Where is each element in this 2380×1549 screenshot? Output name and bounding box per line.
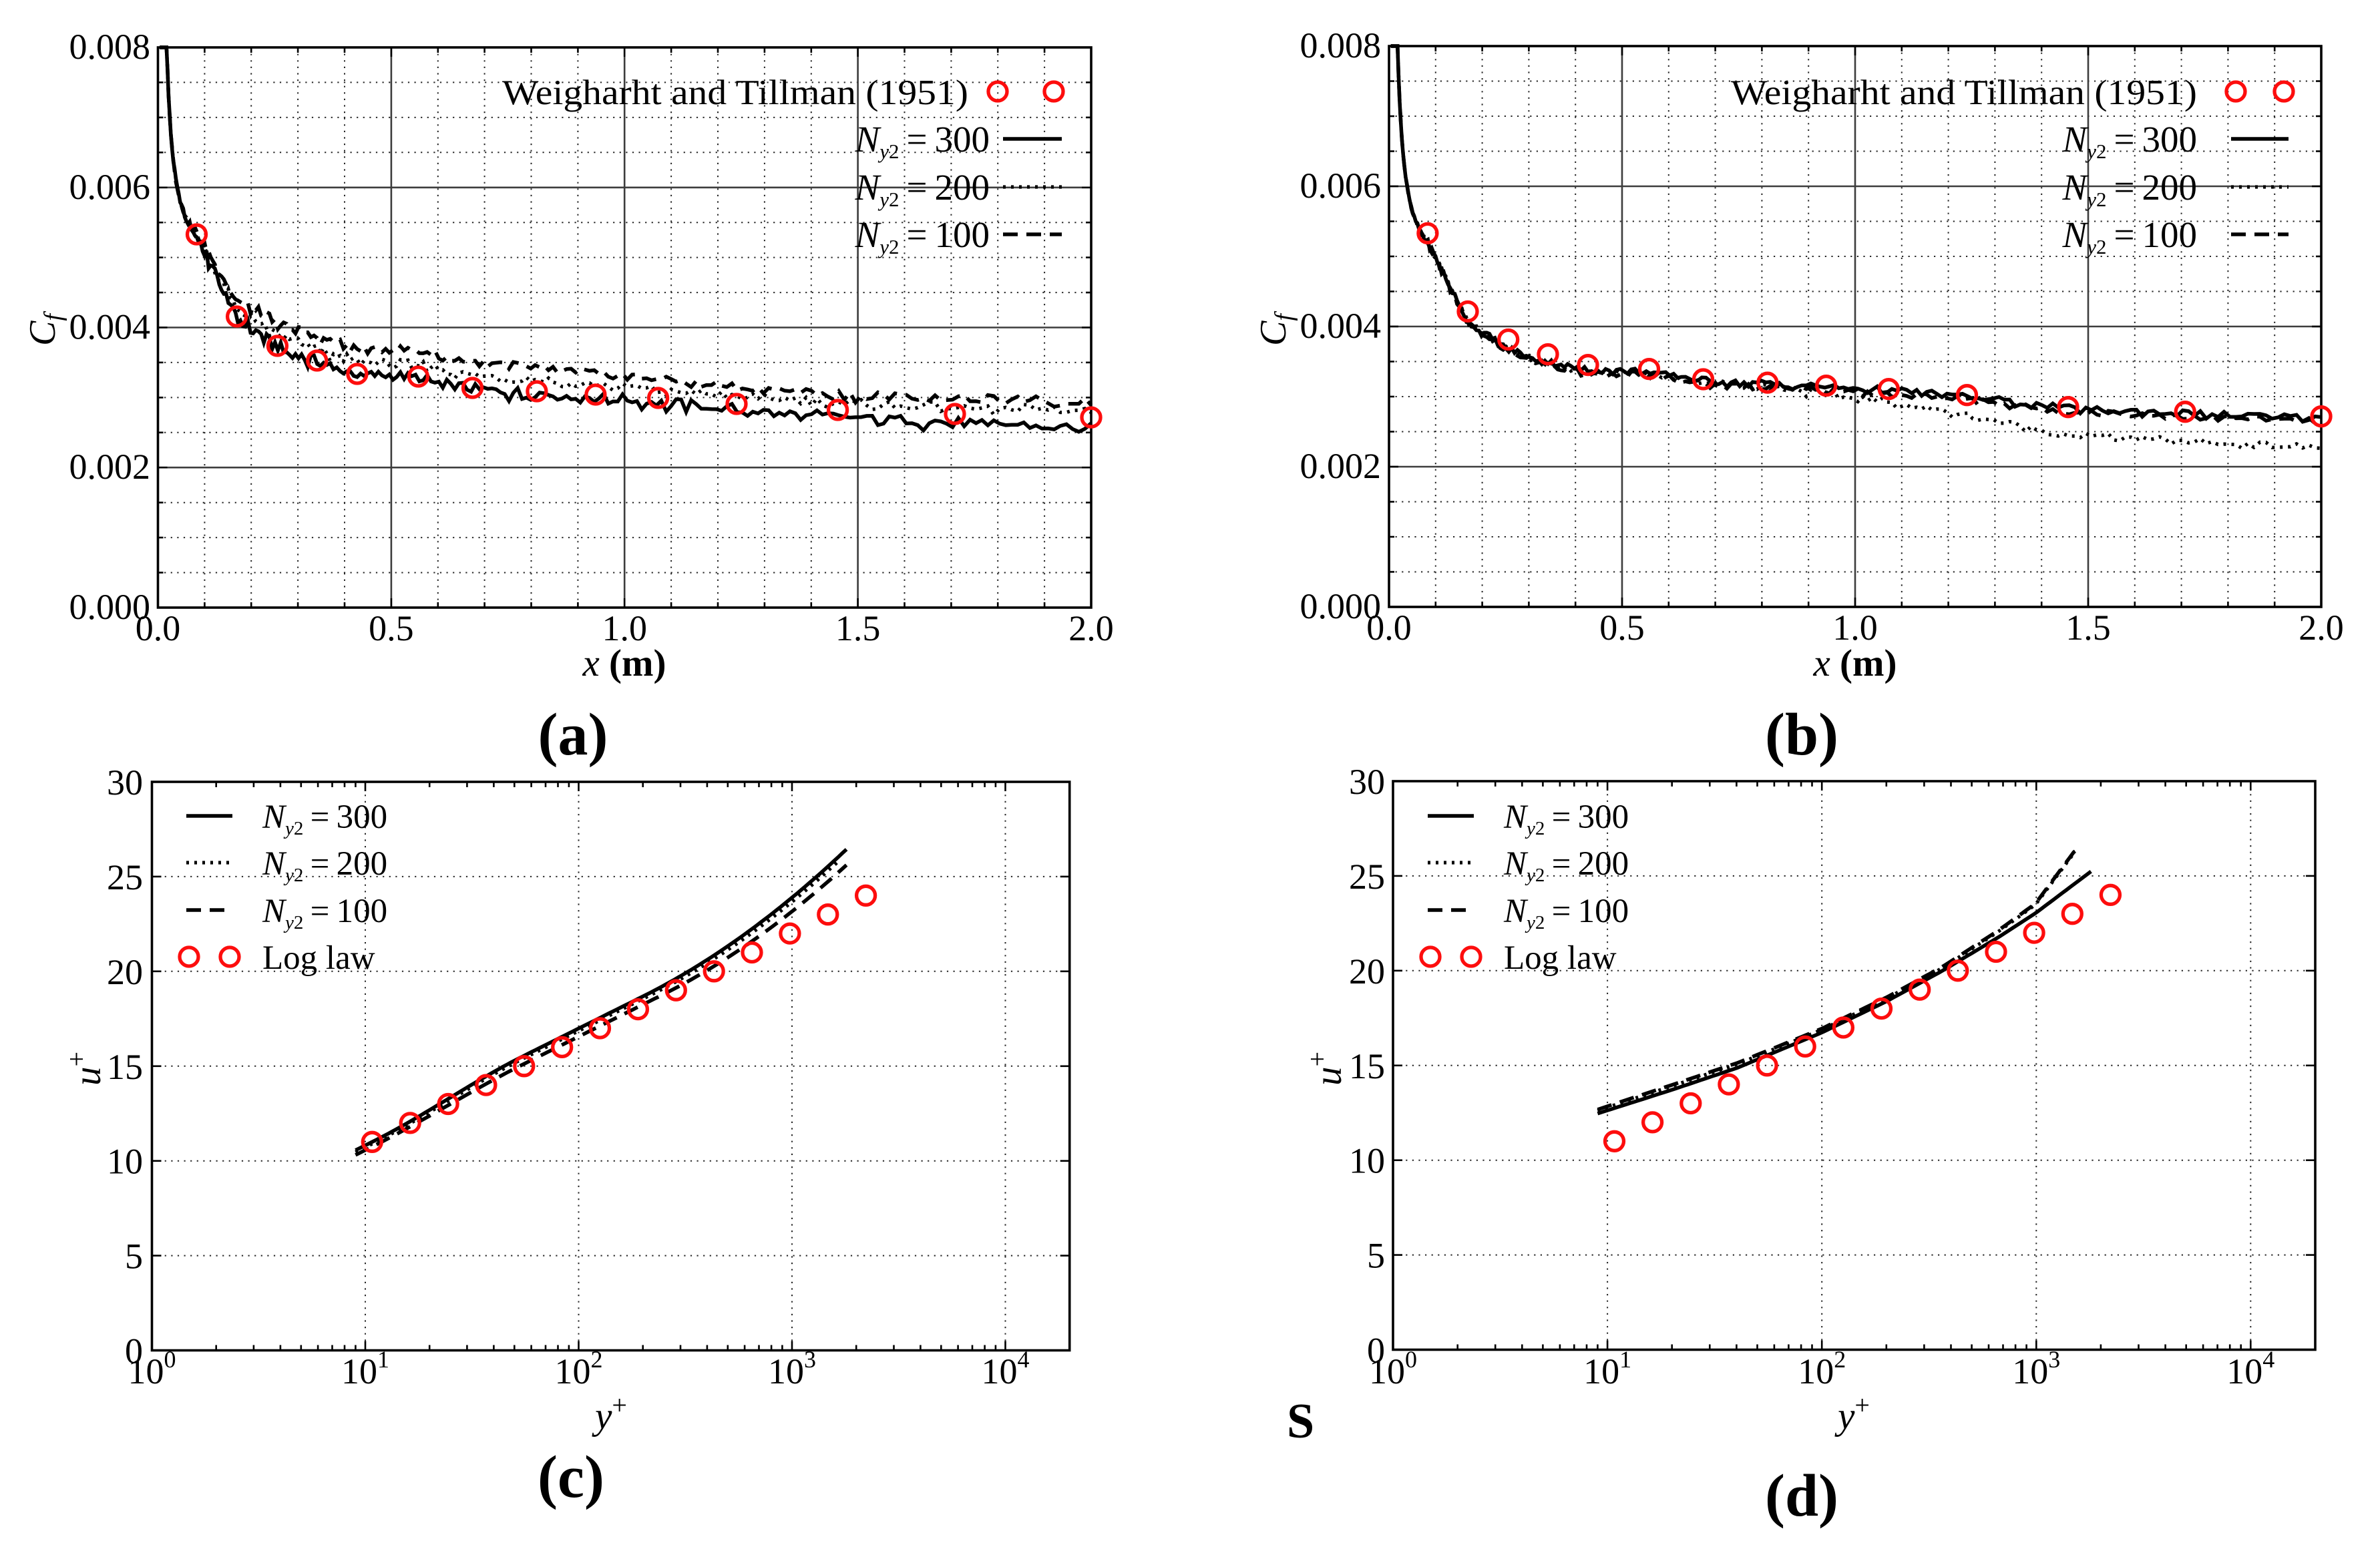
svg-text:103: 103 <box>768 1346 816 1391</box>
svg-text:Log law: Log law <box>1504 939 1617 977</box>
svg-text:15: 15 <box>107 1047 143 1087</box>
svg-text:Ny2 = 300: Ny2 = 300 <box>2062 119 2198 163</box>
svg-text:10: 10 <box>107 1142 143 1182</box>
svg-text:5: 5 <box>125 1237 143 1277</box>
svg-text:x (m): x (m) <box>582 642 666 684</box>
svg-text:Ny2 = 300: Ny2 = 300 <box>855 119 990 163</box>
svg-text:0: 0 <box>125 1331 143 1371</box>
svg-text:2.0: 2.0 <box>1068 608 1114 648</box>
svg-text:0.5: 0.5 <box>1599 608 1645 648</box>
svg-text:0.004: 0.004 <box>69 307 151 347</box>
svg-text:Cf: Cf <box>22 311 67 346</box>
svg-text:Ny2 = 300: Ny2 = 300 <box>1503 799 1629 839</box>
svg-text:Weigharht and Tillman (1951): Weigharht and Tillman (1951) <box>1731 73 2197 112</box>
svg-text:u+: u+ <box>1302 1052 1350 1086</box>
svg-text:0.004: 0.004 <box>1300 306 1382 346</box>
svg-text:Ny2 = 200: Ny2 = 200 <box>2062 167 2198 211</box>
svg-text:15: 15 <box>1349 1046 1385 1086</box>
svg-text:0.000: 0.000 <box>69 587 151 627</box>
svg-text:20: 20 <box>1349 951 1385 991</box>
svg-text:1.0: 1.0 <box>1832 608 1878 648</box>
svg-text:0.000: 0.000 <box>1300 586 1382 626</box>
svg-text:25: 25 <box>1349 857 1385 897</box>
svg-text:25: 25 <box>107 857 143 897</box>
svg-text:Ny2 = 300: Ny2 = 300 <box>262 799 387 839</box>
svg-text:Ny2 = 100: Ny2 = 100 <box>1503 893 1629 933</box>
svg-text:1.0: 1.0 <box>602 608 647 648</box>
svg-text:1.5: 1.5 <box>2065 608 2111 648</box>
svg-text:0.006: 0.006 <box>69 167 151 207</box>
svg-text:30: 30 <box>1349 762 1385 802</box>
svg-text:102: 102 <box>1798 1346 1846 1391</box>
svg-text:Ny2 = 100: Ny2 = 100 <box>262 893 387 933</box>
svg-text:0: 0 <box>1367 1331 1385 1371</box>
svg-text:2.0: 2.0 <box>2299 608 2344 648</box>
svg-text:30: 30 <box>107 762 143 803</box>
svg-text:y+: y+ <box>592 1390 627 1437</box>
svg-text:0.008: 0.008 <box>69 27 151 67</box>
svg-text:Ny2 = 200: Ny2 = 200 <box>855 167 990 211</box>
svg-text:101: 101 <box>1583 1346 1631 1391</box>
svg-text:x (m): x (m) <box>1812 642 1897 684</box>
svg-text:0.002: 0.002 <box>69 447 151 487</box>
svg-text:Weigharht and Tillman (1951): Weigharht and Tillman (1951) <box>502 73 968 112</box>
svg-text:Ny2 = 200: Ny2 = 200 <box>1503 845 1629 886</box>
svg-text:Log law: Log law <box>262 939 375 977</box>
svg-text:10: 10 <box>1349 1141 1385 1181</box>
svg-text:(d): (d) <box>1765 1463 1838 1529</box>
svg-text:20: 20 <box>107 952 143 992</box>
svg-text:(a): (a) <box>538 702 608 768</box>
svg-text:0.5: 0.5 <box>369 608 414 648</box>
svg-text:Cf: Cf <box>1253 311 1298 346</box>
svg-text:y+: y+ <box>1834 1390 1870 1437</box>
svg-text:Ny2 = 200: Ny2 = 200 <box>262 845 387 886</box>
svg-text:Ny2 = 100: Ny2 = 100 <box>855 214 990 258</box>
svg-text:Ny2 = 100: Ny2 = 100 <box>2062 214 2198 258</box>
svg-text:0.008: 0.008 <box>1300 25 1382 65</box>
svg-text:(c): (c) <box>538 1444 604 1510</box>
svg-text:0.0: 0.0 <box>1366 608 1412 648</box>
svg-text:S: S <box>1287 1394 1314 1449</box>
svg-text:1.5: 1.5 <box>835 608 881 648</box>
svg-text:(b): (b) <box>1765 702 1838 768</box>
svg-text:0.006: 0.006 <box>1300 166 1382 206</box>
svg-text:0.002: 0.002 <box>1300 446 1382 486</box>
svg-text:0.0: 0.0 <box>136 608 181 648</box>
svg-text:u+: u+ <box>61 1052 109 1086</box>
svg-text:5: 5 <box>1367 1236 1385 1276</box>
